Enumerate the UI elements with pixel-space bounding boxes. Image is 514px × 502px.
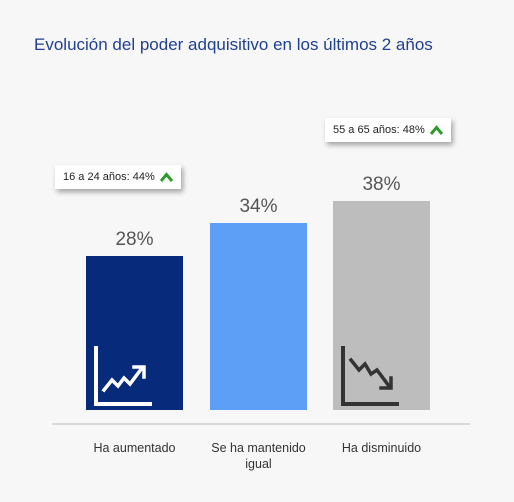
category-label: igual — [245, 457, 271, 471]
category-label: Se ha mantenido — [211, 441, 306, 455]
value-label: 34% — [239, 196, 277, 217]
value-label: 38% — [362, 174, 400, 195]
annotation-callout: 16 a 24 años: 44% — [55, 165, 181, 189]
value-label: 28% — [115, 229, 153, 250]
chart-title: Evolución del poder adquisitivo en los ú… — [34, 35, 433, 54]
chevron-up-icon — [429, 124, 443, 135]
category-label: Ha aumentado — [93, 441, 175, 455]
chevron-up-icon — [159, 171, 173, 182]
bar-se-ha-mantenido-igual — [210, 223, 307, 410]
annotation-text: 16 a 24 años: 44% — [63, 171, 155, 183]
trend-up-chart-icon — [94, 346, 152, 406]
bar-ha-aumentado — [86, 256, 183, 410]
category-label: Ha disminuido — [342, 441, 421, 455]
annotation-text: 55 a 65 años: 48% — [333, 124, 425, 136]
trend-down-chart-icon — [341, 346, 399, 406]
annotation-callout: 55 a 65 años: 48% — [325, 118, 451, 142]
